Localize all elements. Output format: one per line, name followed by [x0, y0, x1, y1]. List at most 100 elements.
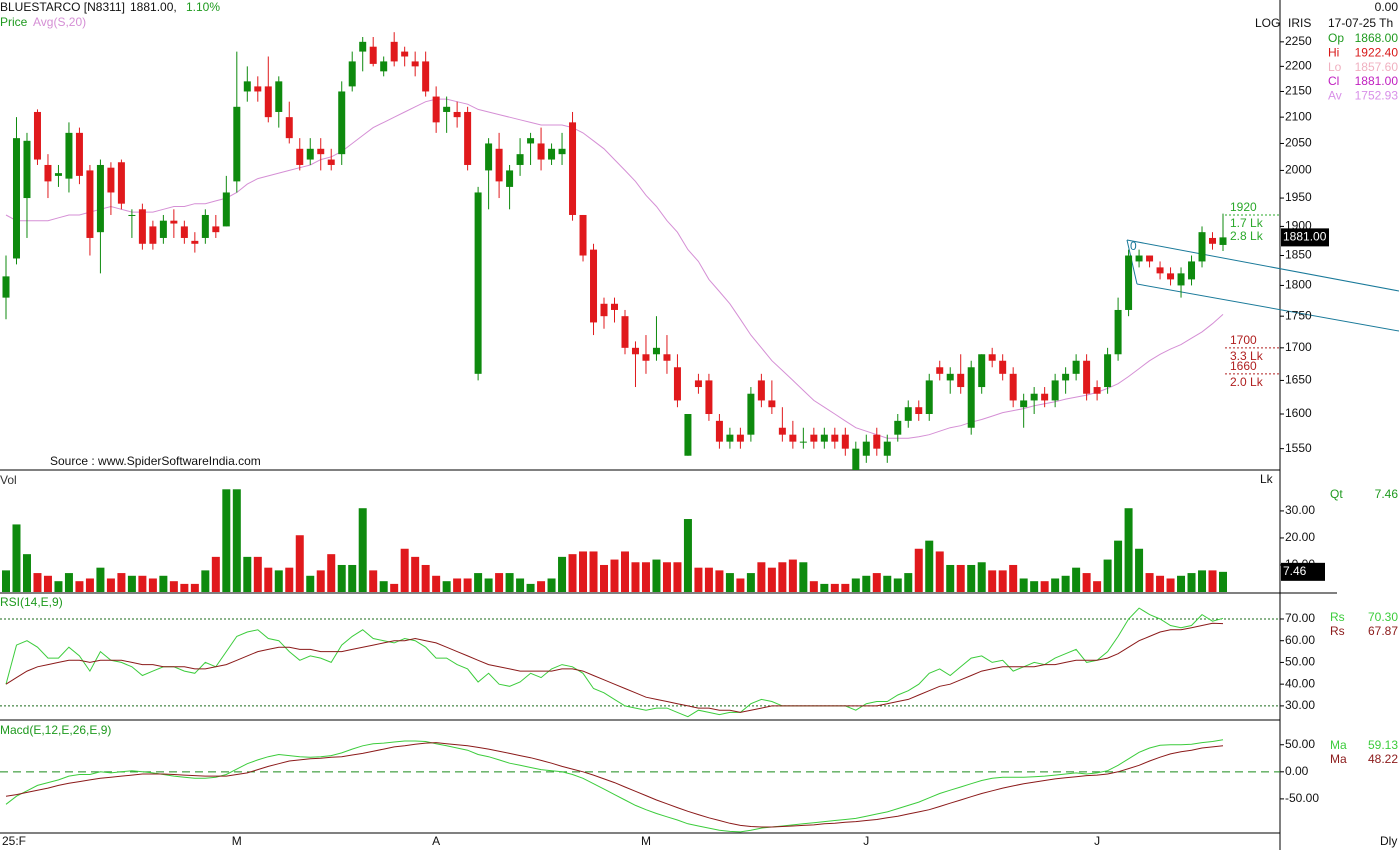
candle-body [306, 148, 314, 160]
volume-bar [998, 570, 1007, 592]
candle-body [600, 303, 608, 317]
series-line [5, 742, 1224, 828]
level-label: 1920 [1230, 200, 1257, 214]
unit-label: Lk [1260, 472, 1274, 486]
series-line [5, 739, 1224, 833]
volume-bar [1156, 575, 1165, 592]
last-price-label: 1881.00 [1283, 230, 1327, 244]
candle-body [138, 209, 146, 244]
volume-bar [358, 508, 367, 592]
candle-body [1146, 255, 1154, 262]
y-tick-label: 2250 [1285, 34, 1312, 48]
candle-body [128, 214, 136, 216]
level-note: 3.3 Lk [1230, 349, 1264, 363]
volume-bar [725, 573, 734, 592]
candle-body [1062, 373, 1070, 381]
volume-bar [1009, 564, 1018, 592]
level-note: 2.8 Lk [1230, 229, 1264, 243]
channel-line [1126, 239, 1399, 292]
volume-bar [799, 562, 808, 592]
volume-bar [841, 583, 850, 592]
volume-bar [159, 575, 168, 592]
symbol: BLUESTARCO [N8311] [0, 0, 125, 14]
legend-value: 48.22 [1368, 752, 1398, 766]
volume-bar [1187, 573, 1196, 592]
info-value: 1857.60 [1355, 60, 1399, 74]
candle-body [715, 420, 723, 442]
volume-bar [610, 559, 619, 592]
candle-body [1198, 232, 1206, 262]
legend-label: Ma [1330, 752, 1347, 766]
y-tick-label: 1850 [1285, 248, 1312, 262]
volume-bar [400, 548, 409, 592]
average-legend: Avg(S,20) [33, 15, 86, 29]
volume-bar [715, 570, 724, 592]
volume-bar [935, 551, 944, 592]
level-label: 1700 [1230, 333, 1257, 347]
volume-bar [117, 573, 126, 592]
volume-bar [2, 570, 10, 592]
volume-bar [641, 562, 650, 592]
volume-bar [1114, 540, 1123, 592]
volume-bar [988, 570, 997, 592]
volume-bar [22, 554, 31, 592]
y-tick-label: 1600 [1285, 406, 1312, 420]
last-price: 1881.00, [130, 0, 177, 14]
candle-body [642, 354, 650, 361]
candle-body [96, 164, 104, 233]
volume-bar [893, 578, 902, 592]
volume-bar [778, 562, 787, 592]
x-tick-label: A [432, 834, 440, 848]
candle-body [422, 61, 430, 92]
candle-body [44, 164, 52, 182]
x-tick-label: M [641, 834, 651, 848]
volume-bar [956, 564, 965, 592]
volume-bar [1040, 581, 1049, 592]
candle-body [54, 173, 62, 176]
y-tick-label: 1550 [1285, 441, 1312, 455]
last-price-box [1281, 228, 1329, 247]
info-change: 0.00 [1375, 0, 1399, 14]
volume-bar [589, 551, 598, 592]
legend-label: Qt [1330, 487, 1343, 501]
volume-bar [474, 573, 483, 592]
volume-bar [516, 578, 525, 592]
volume-bar [1103, 559, 1112, 592]
candle-body [149, 226, 157, 244]
volume-bar [830, 583, 839, 592]
candle-body [1104, 354, 1112, 388]
volume-bar [662, 562, 671, 592]
info-value: 1881.00 [1355, 74, 1399, 88]
candle-body [75, 132, 83, 176]
series-line [5, 622, 1224, 713]
volume-bar [967, 564, 976, 592]
volume-bar [683, 519, 692, 592]
volume-bar [12, 524, 21, 592]
candle-body [1209, 237, 1217, 244]
candle-body [275, 81, 283, 112]
level-label: 1660 [1230, 359, 1257, 373]
volume-bar [285, 567, 294, 592]
volume-bar [1093, 581, 1102, 592]
change: 1.10% [186, 0, 220, 14]
candle-body [495, 148, 503, 182]
candle-body [1093, 387, 1101, 394]
last-volume-label: 7.46 [1283, 564, 1307, 578]
candle-body [831, 434, 839, 442]
candle-body [1167, 273, 1175, 280]
candle-body [1041, 393, 1049, 401]
candle-body [967, 367, 975, 428]
volume-bar [106, 578, 115, 592]
volume-bar [547, 578, 556, 592]
legend-label: Ma [1330, 738, 1347, 752]
candle-body [726, 434, 734, 442]
volume-bar [316, 570, 325, 592]
volume-bar [704, 567, 713, 592]
candle-body [569, 122, 577, 215]
info-value: 1752.93 [1355, 88, 1399, 102]
volume-bar [180, 583, 189, 592]
volume-bar [883, 575, 892, 592]
volume-bar [327, 554, 336, 592]
candle-body [873, 434, 881, 449]
volume-bar [369, 570, 378, 592]
